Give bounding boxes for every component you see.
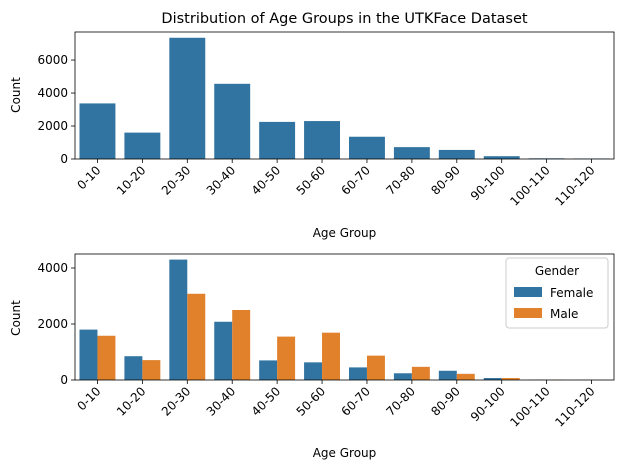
chart2-x-tick-label: 110-120 xyxy=(552,384,597,429)
chart1-axes-frame xyxy=(74,31,615,160)
chart2-y-tick-label: 0 xyxy=(60,373,68,387)
chart2-x-tick-label: 20-30 xyxy=(159,384,194,419)
chart2-x-axis-title: Age Group xyxy=(313,446,377,460)
chart1-x-tick-label: 40-50 xyxy=(249,163,284,198)
legend-swatch-male xyxy=(514,308,542,318)
chart2-x-tick-label: 70-80 xyxy=(383,384,418,419)
legend-title: Gender xyxy=(535,264,579,278)
chart1-y-axis-title: Count xyxy=(9,77,23,113)
chart1-bar-60-70 xyxy=(348,136,385,159)
chart1-bar-80-90 xyxy=(438,149,475,159)
chart1-x-tick-label: 80-90 xyxy=(428,163,463,198)
chart1-x-tick-label: 0-10 xyxy=(74,163,103,192)
chart1-x-tick-label: 110-120 xyxy=(552,163,597,208)
chart1-bar-0-10 xyxy=(79,103,116,159)
chart1-y-tick-label: 4000 xyxy=(37,86,68,100)
chart2-y-tick-label: 2000 xyxy=(37,317,68,331)
chart1-x-tick-label: 30-40 xyxy=(204,163,239,198)
chart2-y-tick-label: 4000 xyxy=(37,261,68,275)
chart2-bar-female-10-20 xyxy=(124,356,143,380)
chart1-y-tick-label: 6000 xyxy=(37,53,68,67)
chart2-x-tick-label: 0-10 xyxy=(74,384,103,413)
chart1-bar-90-100 xyxy=(483,156,520,159)
chart1-bar-10-20 xyxy=(124,132,161,159)
chart2-bar-male-80-90 xyxy=(456,373,475,380)
chart1-bar-70-80 xyxy=(393,147,430,159)
chart2-bar-female-90-100 xyxy=(483,378,502,380)
chart2-bar-female-30-40 xyxy=(214,321,233,380)
chart2-x-tick-label: 90-100 xyxy=(468,384,508,424)
chart2-y-axis-title: Count xyxy=(9,300,23,336)
chart2-bar-male-60-70 xyxy=(366,355,385,380)
chart2-bar-female-20-30 xyxy=(169,259,188,380)
chart2-bar-female-80-90 xyxy=(438,370,457,380)
chart1-x-tick-label: 20-30 xyxy=(159,163,194,198)
chart2-bar-female-0-10 xyxy=(79,329,98,380)
chart2-bar-male-10-20 xyxy=(142,360,161,380)
chart1-x-tick-label: 50-60 xyxy=(294,163,329,198)
chart1-x-tick-label: 90-100 xyxy=(468,163,508,203)
chart1-bar-20-30 xyxy=(169,37,206,159)
chart2-x-tick-label: 50-60 xyxy=(294,384,329,419)
chart2-bar-female-60-70 xyxy=(348,367,367,380)
chart2-bar-male-70-80 xyxy=(411,366,430,380)
chart2-bar-male-50-60 xyxy=(322,332,341,380)
chart1-x-tick-label: 60-70 xyxy=(339,163,374,198)
chart1-bar-50-60 xyxy=(304,121,341,159)
chart1-y-tick-label: 2000 xyxy=(37,119,68,133)
chart2-axes-frame xyxy=(74,253,615,381)
chart2-bar-male-30-40 xyxy=(232,310,251,380)
chart1-y-tick-label: 0 xyxy=(60,152,68,166)
chart2-bar-female-70-80 xyxy=(393,373,412,380)
chart2-legend: Gender Female Male xyxy=(505,257,609,329)
chart2-x-tick-label: 100-110 xyxy=(507,384,552,429)
chart2-bar-female-50-60 xyxy=(304,362,323,380)
chart2-bar-male-40-50 xyxy=(277,336,296,380)
chart2-x-tick-label: 80-90 xyxy=(428,384,463,419)
chart1-x-tick-label: 10-20 xyxy=(114,163,149,198)
chart1-plot: 0 2000 4000 6000 0-10 10-20 20-30 30-40 40-50 50-… xyxy=(37,31,615,209)
chart1-x-tick-label: 100-110 xyxy=(507,163,552,208)
chart2-bar-male-0-10 xyxy=(97,335,116,380)
chart2-bar-male-20-30 xyxy=(187,293,206,380)
legend-label-female: Female xyxy=(550,286,593,300)
chart1-bar-40-50 xyxy=(259,121,296,159)
chart1-x-tick-label: 70-80 xyxy=(383,163,418,198)
chart1-x-axis-title: Age Group xyxy=(313,226,377,240)
legend-label-male: Male xyxy=(550,307,578,321)
chart2-bar-male-90-100 xyxy=(501,378,520,380)
chart2-x-tick-label: 60-70 xyxy=(339,384,374,419)
chart2-x-tick-label: 30-40 xyxy=(204,384,239,419)
chart2-bar-female-40-50 xyxy=(259,360,278,380)
legend-swatch-female xyxy=(514,287,542,297)
chart2-x-tick-label: 10-20 xyxy=(114,384,149,419)
chart1-title: Distribution of Age Groups in the UTKFac… xyxy=(161,11,527,27)
chart1-bar-30-40 xyxy=(214,83,251,159)
chart2-x-tick-label: 40-50 xyxy=(249,384,284,419)
